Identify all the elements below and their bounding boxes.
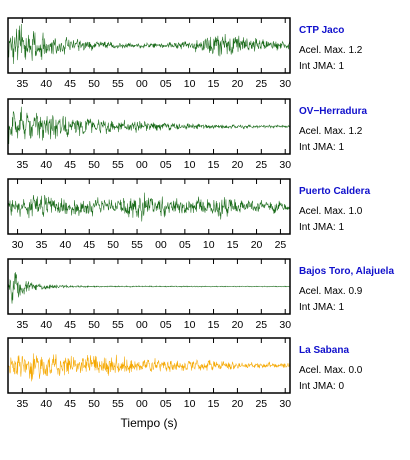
jma-intensity-label: Int JMA: 1 [299, 61, 344, 72]
x-tick-label: 05 [179, 239, 191, 251]
max-accel-label: Acel. Max. 0.9 [299, 286, 363, 297]
x-tick-label: 40 [40, 319, 52, 331]
x-tick-label: 10 [203, 239, 215, 251]
panel-frame [7, 337, 291, 394]
x-tick-label: 50 [107, 239, 119, 251]
jma-intensity-label: Int JMA: 0 [299, 381, 344, 392]
x-tick-label: 35 [36, 239, 48, 251]
x-tick-label: 50 [88, 398, 100, 410]
seismogram-panels: 35 40 45 50 55 00 05 10 15 20 25 30 CTP Jaco Acel. Ma… [7, 17, 394, 410]
x-tick-label: 35 [16, 398, 28, 410]
panel-5: 35 40 45 50 55 00 05 10 15 20 25 30 La Sabana Acel. M… [7, 337, 363, 410]
x-tick-label: 05 [160, 78, 172, 90]
x-tick-label: 35 [16, 319, 28, 331]
panel-frame [7, 178, 291, 235]
x-tick-label: 50 [88, 319, 100, 331]
x-tick-label: 20 [251, 239, 263, 251]
x-tick-label: 20 [232, 78, 244, 90]
station-name: CTP Jaco [299, 25, 344, 36]
panel-frame [7, 17, 291, 74]
x-tick-label: 25 [255, 398, 267, 410]
x-tick-label: 00 [155, 239, 167, 251]
x-tick-label: 20 [232, 398, 244, 410]
jma-intensity-label: Int JMA: 1 [299, 222, 344, 233]
x-tick-label: 20 [232, 319, 244, 331]
x-tick-label: 15 [208, 398, 220, 410]
x-tick-label: 40 [40, 159, 52, 171]
x-tick-label: 30 [12, 239, 24, 251]
max-accel-label: Acel. Max. 1.2 [299, 45, 363, 56]
x-tick-label: 40 [60, 239, 72, 251]
x-tick-label: 50 [88, 159, 100, 171]
waveform-trace [7, 106, 291, 145]
panel-3: 30 35 40 45 50 55 00 05 10 15 20 25 Puerto Caldera Ac… [7, 178, 371, 251]
x-tick-label: 55 [112, 78, 124, 90]
x-tick-label: 55 [112, 159, 124, 171]
x-tick-label: 15 [208, 159, 220, 171]
panel-frame [7, 258, 291, 315]
x-tick-label: 10 [184, 319, 196, 331]
x-tick-label: 20 [232, 159, 244, 171]
x-tick-label: 35 [16, 159, 28, 171]
station-name: La Sabana [299, 345, 349, 356]
x-tick-label: 40 [40, 78, 52, 90]
station-name: OV−Herradura [299, 106, 368, 117]
x-tick-label: 50 [88, 78, 100, 90]
x-tick-label: 45 [64, 319, 76, 331]
x-tick-label: 15 [227, 239, 239, 251]
x-tick-label: 30 [279, 159, 291, 171]
jma-intensity-label: Int JMA: 1 [299, 142, 344, 153]
x-tick-label: 45 [83, 239, 95, 251]
x-tick-label: 00 [136, 159, 148, 171]
panel-2: 35 40 45 50 55 00 05 10 15 20 25 30 OV−Herradura Acel… [7, 98, 368, 171]
x-tick-label: 10 [184, 78, 196, 90]
x-tick-label: 05 [160, 159, 172, 171]
waveform-trace [7, 23, 291, 64]
max-accel-label: Acel. Max. 1.0 [299, 206, 363, 217]
x-tick-label: 05 [160, 398, 172, 410]
x-tick-label: 30 [279, 78, 291, 90]
x-tick-label: 25 [255, 78, 267, 90]
waveform-trace [7, 353, 291, 382]
x-axis-title: Tiempo (s) [121, 416, 178, 430]
x-tick-label: 45 [64, 159, 76, 171]
panel-4: 35 40 45 50 55 00 05 10 15 20 25 30 Bajos Toro, Alaj… [7, 258, 394, 331]
x-tick-label: 40 [40, 398, 52, 410]
jma-intensity-label: Int JMA: 1 [299, 302, 344, 313]
x-tick-label: 05 [160, 319, 172, 331]
x-tick-label: 25 [255, 159, 267, 171]
x-tick-label: 30 [279, 398, 291, 410]
x-tick-label: 45 [64, 398, 76, 410]
x-tick-label: 55 [112, 398, 124, 410]
waveform-trace [7, 272, 291, 304]
max-accel-label: Acel. Max. 0.0 [299, 365, 363, 376]
x-tick-label: 25 [255, 319, 267, 331]
x-tick-label: 55 [131, 239, 143, 251]
x-tick-label: 45 [64, 78, 76, 90]
x-tick-label: 35 [16, 78, 28, 90]
x-tick-label: 10 [184, 159, 196, 171]
x-tick-label: 15 [208, 78, 220, 90]
x-tick-label: 30 [279, 319, 291, 331]
x-tick-label: 25 [275, 239, 287, 251]
panel-frame [7, 98, 291, 155]
max-accel-label: Acel. Max. 1.2 [299, 126, 363, 137]
station-name: Bajos Toro, Alajuela [299, 266, 394, 277]
x-tick-label: 10 [184, 398, 196, 410]
waveform-trace [7, 192, 291, 222]
x-tick-label: 00 [136, 319, 148, 331]
station-name: Puerto Caldera [299, 186, 371, 197]
x-tick-label: 00 [136, 78, 148, 90]
x-tick-label: 00 [136, 398, 148, 410]
x-tick-label: 55 [112, 319, 124, 331]
panel-1: 35 40 45 50 55 00 05 10 15 20 25 30 CTP Jaco Acel. Ma… [7, 17, 363, 90]
x-tick-label: 15 [208, 319, 220, 331]
